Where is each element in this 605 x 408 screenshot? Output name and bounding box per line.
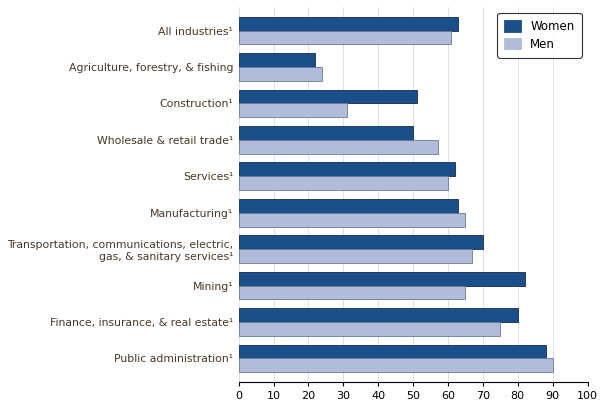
Bar	[238, 67, 322, 81]
Bar	[238, 358, 552, 372]
Legend: Women, Men: Women, Men	[497, 13, 581, 58]
Bar	[238, 286, 465, 299]
Bar	[238, 140, 437, 154]
Bar	[238, 17, 459, 31]
Bar	[238, 235, 483, 249]
Bar	[238, 272, 525, 286]
Bar	[238, 213, 465, 226]
Bar	[238, 126, 413, 140]
Bar	[238, 344, 546, 358]
Bar	[238, 308, 518, 322]
Bar	[238, 53, 315, 67]
Bar	[238, 31, 451, 44]
Bar	[238, 322, 500, 336]
Bar	[238, 104, 347, 117]
Bar	[238, 90, 417, 104]
Bar	[238, 249, 473, 263]
Bar	[238, 199, 459, 213]
Bar	[238, 162, 455, 176]
Bar	[238, 176, 448, 190]
